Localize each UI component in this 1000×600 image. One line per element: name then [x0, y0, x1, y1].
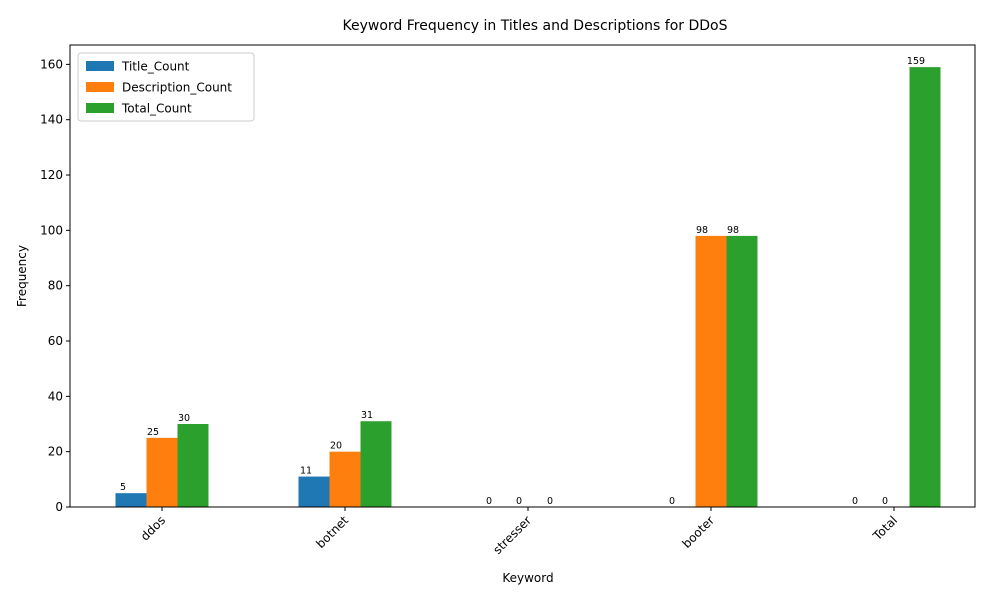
y-axis-title: Frequency — [15, 245, 29, 307]
legend: Title_Count Description_Count Total_Count — [77, 52, 255, 122]
bar-total-count-total — [909, 67, 941, 507]
bar-total-count-ddos — [177, 424, 209, 507]
bars-group — [115, 67, 941, 507]
legend-box — [77, 52, 255, 122]
x-axis: ddos botnet stresser booter Total — [138, 507, 900, 557]
data-label: 31 — [361, 410, 373, 421]
data-label: 159 — [907, 56, 925, 67]
y-tick-label: 100 — [40, 223, 63, 237]
legend-swatch — [86, 103, 114, 113]
data-labels-group: 5 25 30 11 20 31 0 0 0 0 98 98 0 0 159 — [120, 56, 925, 507]
bar-total-count-botnet — [360, 421, 392, 507]
bar-title-count-ddos — [115, 493, 147, 507]
y-tick-label: 0 — [55, 500, 63, 514]
legend-label: Total_Count — [121, 102, 192, 116]
y-axis: 0 20 40 60 80 100 120 140 160 — [40, 57, 70, 514]
bar-description-count-botnet — [329, 451, 361, 507]
data-label: 11 — [300, 466, 312, 477]
legend-swatch — [86, 61, 114, 71]
bar-description-count-booter — [695, 235, 727, 507]
legend-label: Title_Count — [121, 60, 190, 74]
chart-title: Keyword Frequency in Titles and Descript… — [343, 18, 728, 34]
x-tick-label: booter — [679, 513, 717, 551]
x-axis-title: Keyword — [502, 571, 553, 585]
data-label: 0 — [486, 496, 492, 507]
y-tick-label: 160 — [40, 57, 63, 71]
y-tick-label: 120 — [40, 168, 63, 182]
x-tick-label: stresser — [490, 513, 534, 557]
bar-total-count-booter — [726, 235, 758, 507]
y-tick-label: 60 — [48, 334, 63, 348]
data-label: 0 — [547, 496, 553, 507]
data-label: 0 — [852, 496, 858, 507]
data-label: 0 — [882, 496, 888, 507]
legend-label: Description_Count — [122, 81, 232, 95]
x-tick-label: botnet — [313, 513, 351, 551]
data-label: 98 — [696, 225, 708, 236]
y-tick-label: 40 — [48, 389, 63, 403]
x-tick-label: ddos — [138, 513, 168, 543]
data-label: 30 — [178, 413, 190, 424]
bar-description-count-ddos — [146, 437, 178, 507]
y-tick-label: 80 — [48, 279, 63, 293]
data-label: 25 — [147, 427, 159, 438]
legend-swatch — [86, 82, 114, 92]
x-tick-label: Total — [870, 513, 900, 543]
plot-frame — [69, 44, 976, 508]
data-label: 20 — [330, 441, 342, 452]
data-label: 0 — [516, 496, 522, 507]
y-tick-label: 140 — [40, 113, 63, 127]
data-label: 98 — [727, 225, 739, 236]
y-tick-label: 20 — [48, 445, 63, 459]
bar-title-count-botnet — [298, 476, 330, 507]
data-label: 0 — [669, 496, 675, 507]
data-label: 5 — [120, 482, 126, 493]
